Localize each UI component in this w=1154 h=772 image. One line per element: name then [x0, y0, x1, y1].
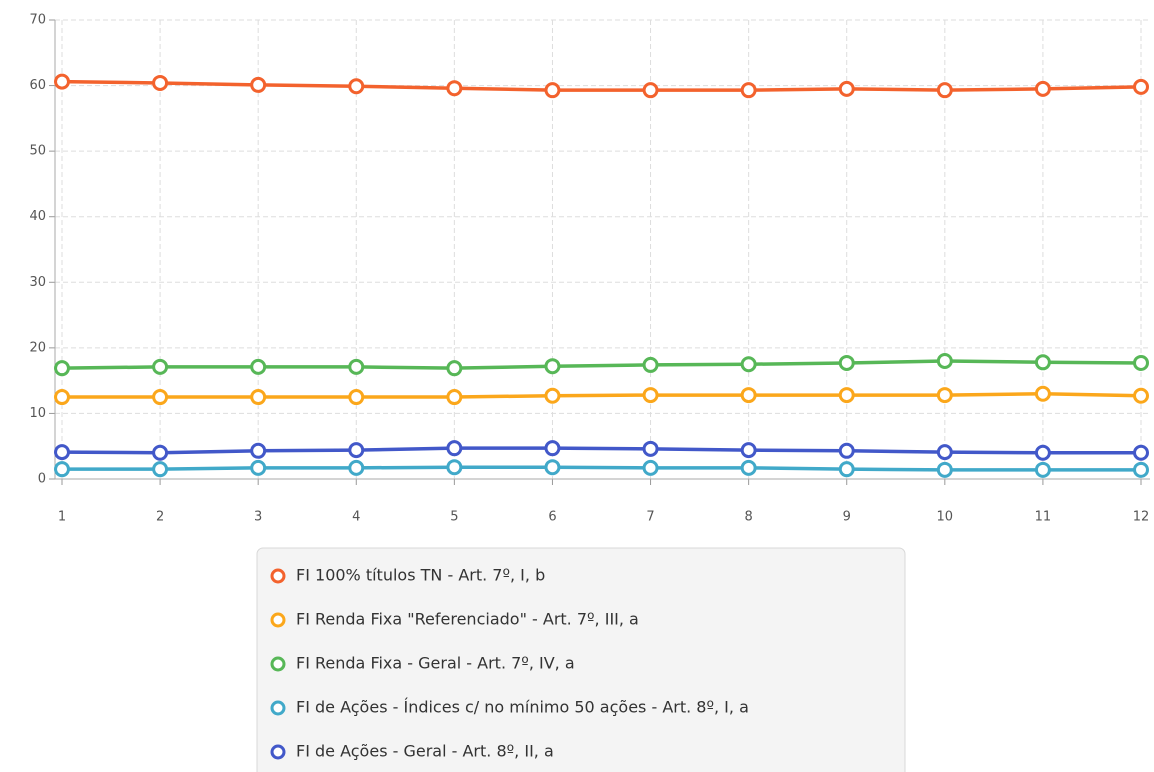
legend-label: FI de Ações - Geral - Art. 8º, II, a [296, 742, 554, 761]
data-point [740, 442, 757, 459]
data-point [544, 459, 561, 476]
data-point [446, 440, 463, 457]
data-point [740, 387, 757, 404]
data-point [1034, 354, 1051, 371]
series-line [62, 465, 1141, 472]
data-point [250, 76, 267, 93]
x-tick-label: 1 [58, 510, 66, 525]
data-point [446, 360, 463, 377]
data-point [1133, 461, 1149, 478]
data-point [250, 389, 267, 406]
series-line [61, 359, 1142, 370]
data-point [1133, 444, 1149, 461]
data-point [1034, 80, 1051, 97]
y-tick-label: 70 [29, 13, 46, 28]
data-point [544, 358, 561, 375]
data-point [250, 358, 267, 375]
x-tick-label: 2 [156, 510, 164, 525]
x-tick-label: 7 [646, 510, 654, 525]
legend-marker [270, 656, 286, 672]
data-point [348, 358, 365, 375]
data-point [838, 80, 855, 97]
data-point [838, 461, 855, 478]
data-point [936, 461, 953, 478]
data-point [740, 459, 757, 476]
legend-marker [270, 568, 286, 584]
data-point [348, 78, 365, 95]
x-tick-label: 12 [1133, 510, 1150, 525]
data-point [446, 459, 463, 476]
data-point [838, 442, 855, 459]
data-point [936, 387, 953, 404]
x-tick-label: 6 [548, 510, 556, 525]
data-point [740, 82, 757, 99]
legend-label: FI de Ações - Índices c/ no mínimo 50 aç… [296, 698, 749, 717]
y-tick-label: 60 [29, 78, 46, 93]
data-point [250, 442, 267, 459]
data-point [544, 387, 561, 404]
x-tick-label: 5 [450, 510, 458, 525]
series-line [61, 446, 1141, 455]
data-point [446, 389, 463, 406]
data-point [250, 459, 267, 476]
data-point [1034, 385, 1051, 402]
data-point [54, 360, 70, 377]
y-tick-label: 40 [29, 209, 46, 224]
legend-marker [270, 612, 286, 628]
legend-label: FI Renda Fixa "Referenciado" - Art. 7º, … [296, 610, 639, 629]
data-point [1034, 461, 1051, 478]
x-tick-label: 11 [1035, 510, 1052, 525]
data-point [152, 444, 169, 461]
data-point [152, 74, 169, 91]
data-point [348, 442, 365, 459]
data-point [936, 444, 953, 461]
data-point [54, 461, 70, 478]
data-point [348, 389, 365, 406]
x-tick-label: 4 [352, 510, 360, 525]
y-tick-label: 30 [29, 275, 46, 290]
x-tick-label: 8 [744, 510, 752, 525]
data-point [1133, 78, 1149, 95]
y-tick-label: 10 [29, 406, 46, 421]
data-point [1133, 387, 1149, 404]
x-tick-label: 3 [254, 510, 262, 525]
data-point [54, 444, 70, 461]
data-point [838, 387, 855, 404]
legend: FI 100% títulos TN - Art. 7º, I, b FI Ren… [270, 566, 749, 761]
data-point [642, 459, 659, 476]
data-point [1034, 444, 1051, 461]
x-tick-label: 10 [937, 510, 954, 525]
data-point [348, 459, 365, 476]
data-point [642, 356, 659, 373]
data-point [54, 73, 70, 90]
legend-box [256, 547, 906, 772]
data-point [838, 354, 855, 371]
data-point [544, 82, 561, 99]
data-point [54, 389, 70, 406]
data-point [642, 440, 659, 457]
data-point [740, 356, 757, 373]
data-point [152, 358, 169, 375]
data-point [642, 387, 659, 404]
data-point [152, 461, 169, 478]
legend-label: FI Renda Fixa - Geral - Art. 7º, IV, a [296, 654, 575, 673]
data-point [1133, 354, 1149, 371]
data-point [936, 352, 953, 369]
data-point [642, 82, 659, 99]
data-point [544, 440, 561, 457]
data-point [936, 82, 953, 99]
series-line [61, 79, 1142, 92]
y-tick-label: 0 [38, 472, 46, 487]
legend-marker [270, 744, 286, 760]
legend-marker [270, 700, 286, 716]
data-point [446, 80, 463, 97]
data-point [152, 389, 169, 406]
y-tick-label: 20 [29, 340, 46, 355]
legend-label: FI 100% títulos TN - Art. 7º, I, b [296, 566, 545, 585]
y-tick-label: 50 [29, 144, 46, 159]
series-line [62, 392, 1142, 399]
x-tick-label: 9 [843, 510, 851, 525]
